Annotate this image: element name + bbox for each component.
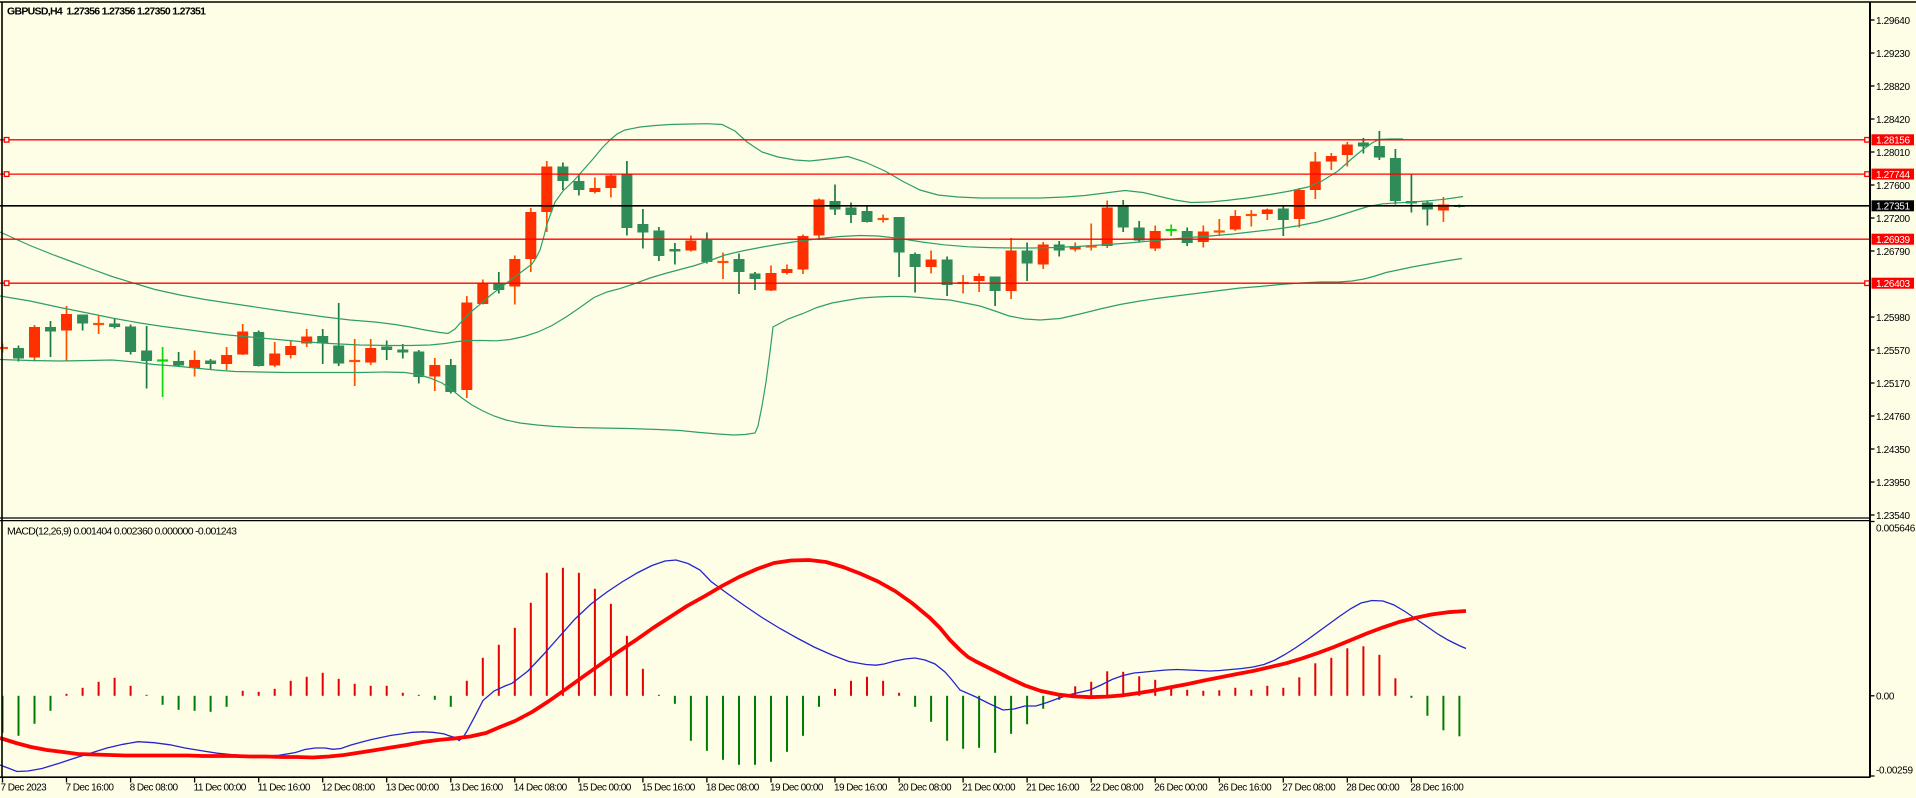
svg-text:0.005646: 0.005646 [1876,523,1916,534]
svg-text:22 Dec 08:00: 22 Dec 08:00 [1090,783,1144,794]
svg-text:1.28010: 1.28010 [1876,148,1910,159]
svg-text:26 Dec 16:00: 26 Dec 16:00 [1218,783,1272,794]
svg-text:28 Dec 16:00: 28 Dec 16:00 [1410,783,1464,794]
svg-text:15 Dec 00:00: 15 Dec 00:00 [578,783,632,794]
svg-text:7 Dec 2023: 7 Dec 2023 [1,783,48,794]
svg-text:GBPUSD,H4 1.27356 1.27356 1.2: GBPUSD,H4 1.27356 1.27356 1.27350 1.2735… [7,6,206,18]
svg-text:-0.00259: -0.00259 [1876,765,1913,776]
svg-text:0.00: 0.00 [1876,692,1895,703]
svg-text:1.24350: 1.24350 [1876,445,1910,456]
svg-text:26 Dec 00:00: 26 Dec 00:00 [1154,783,1208,794]
svg-text:11 Dec 00:00: 11 Dec 00:00 [194,783,247,794]
svg-text:12 Dec 08:00: 12 Dec 08:00 [322,783,376,794]
svg-text:1.26790: 1.26790 [1876,247,1910,258]
svg-text:11 Dec 16:00: 11 Dec 16:00 [258,783,311,794]
svg-text:1.27351: 1.27351 [1876,202,1910,213]
svg-text:1.28420: 1.28420 [1876,115,1910,126]
svg-text:13 Dec 16:00: 13 Dec 16:00 [450,783,504,794]
svg-text:1.28156: 1.28156 [1876,136,1910,147]
svg-text:8 Dec 08:00: 8 Dec 08:00 [130,783,179,794]
svg-text:20 Dec 08:00: 20 Dec 08:00 [898,783,952,794]
svg-text:1.23540: 1.23540 [1876,511,1910,522]
svg-text:1.27200: 1.27200 [1876,214,1910,225]
svg-text:28 Dec 00:00: 28 Dec 00:00 [1346,783,1400,794]
svg-text:1.25570: 1.25570 [1876,346,1910,357]
svg-text:13 Dec 00:00: 13 Dec 00:00 [386,783,440,794]
svg-text:1.27744: 1.27744 [1876,170,1910,181]
svg-text:27 Dec 08:00: 27 Dec 08:00 [1282,783,1336,794]
svg-text:21 Dec 00:00: 21 Dec 00:00 [962,783,1016,794]
svg-text:1.27600: 1.27600 [1876,181,1910,192]
svg-text:15 Dec 16:00: 15 Dec 16:00 [642,783,696,794]
svg-text:19 Dec 16:00: 19 Dec 16:00 [834,783,888,794]
svg-text:14 Dec 08:00: 14 Dec 08:00 [514,783,568,794]
svg-text:1.26939: 1.26939 [1876,235,1910,246]
svg-text:1.28820: 1.28820 [1876,82,1910,93]
svg-text:1.26403: 1.26403 [1876,279,1910,290]
svg-text:1.29230: 1.29230 [1876,49,1910,60]
svg-text:1.25170: 1.25170 [1876,379,1910,390]
svg-text:1.29640: 1.29640 [1876,16,1910,27]
svg-text:1.24760: 1.24760 [1876,412,1910,423]
svg-text:18 Dec 08:00: 18 Dec 08:00 [706,783,760,794]
svg-text:MACD(12,26,9) 0.001404 0.00236: MACD(12,26,9) 0.001404 0.002360 0.000000… [7,526,237,538]
svg-text:1.23950: 1.23950 [1876,478,1910,489]
svg-text:19 Dec 00:00: 19 Dec 00:00 [770,783,824,794]
svg-text:7 Dec 16:00: 7 Dec 16:00 [66,783,115,794]
svg-text:1.25980: 1.25980 [1876,313,1910,324]
svg-text:21 Dec 16:00: 21 Dec 16:00 [1026,783,1080,794]
